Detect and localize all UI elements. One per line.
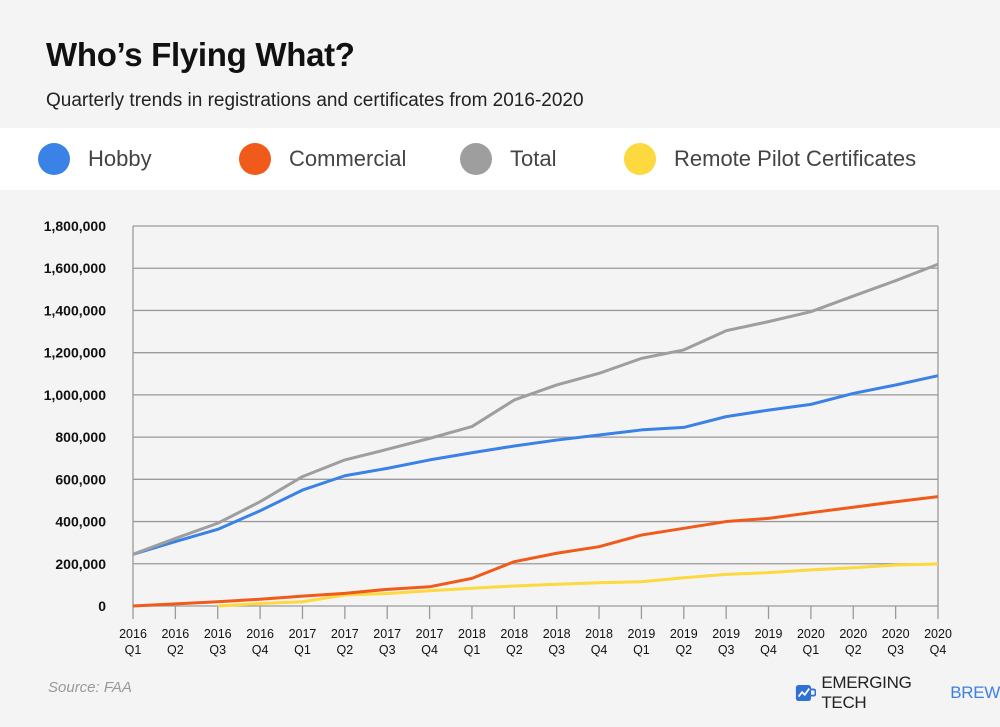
x-tick-label: 2018 Q1 xyxy=(458,627,486,657)
x-tick-label: 2019 Q3 xyxy=(712,627,740,657)
legend-item-hobby: Hobby xyxy=(38,143,152,175)
brand-accent: Brew xyxy=(950,683,1000,702)
x-tick-label: 2019 Q1 xyxy=(628,627,656,657)
series-line-commercial xyxy=(132,495,939,608)
x-tick-label: 2016 Q3 xyxy=(204,627,232,657)
legend-label: Total xyxy=(510,146,557,171)
brand-logo: Emerging Tech Brew xyxy=(795,673,1000,713)
y-tick-label: 200,000 xyxy=(55,556,106,572)
page-subtitle: Quarterly trends in registrations and ce… xyxy=(46,90,584,111)
x-tick-label: 2017 Q3 xyxy=(373,627,401,657)
y-tick-label: 600,000 xyxy=(55,471,106,487)
legend-dot-icon xyxy=(239,143,271,175)
x-tick-label: 2016 Q1 xyxy=(119,627,147,657)
x-tick-label: 2019 Q2 xyxy=(670,627,698,657)
x-tick-label: 2020 Q3 xyxy=(882,627,910,657)
y-tick-label: 1,000,000 xyxy=(44,387,106,403)
chart-legend: Hobby Commercial Total Remote Pilot Cert… xyxy=(0,128,1000,190)
mug-icon xyxy=(795,685,817,701)
y-tick-label: 1,800,000 xyxy=(44,218,106,234)
x-tick-label: 2020 Q2 xyxy=(839,627,867,657)
legend-label: Commercial xyxy=(289,146,407,171)
y-tick-label: 1,200,000 xyxy=(44,345,106,361)
legend-dot-icon xyxy=(38,143,70,175)
series-line-hobby xyxy=(132,374,939,556)
y-tick-label: 800,000 xyxy=(55,429,106,445)
x-tick-label: 2016 Q4 xyxy=(246,627,274,657)
x-tick-label: 2017 Q4 xyxy=(416,627,444,657)
x-tick-label: 2020 Q4 xyxy=(924,627,952,657)
y-tick-label: 1,600,000 xyxy=(44,260,106,276)
source-note: Source: FAA xyxy=(48,679,132,696)
x-tick-label: 2018 Q2 xyxy=(500,627,528,657)
x-tick-label: 2017 Q1 xyxy=(289,627,317,657)
x-tick-label: 2017 Q2 xyxy=(331,627,359,657)
x-tick-label: 2018 Q4 xyxy=(585,627,613,657)
legend-dot-icon xyxy=(624,143,656,175)
y-tick-label: 400,000 xyxy=(55,514,106,530)
legend-label: Hobby xyxy=(88,146,152,171)
x-tick-label: 2018 Q3 xyxy=(543,627,571,657)
page-title: Who’s Flying What? xyxy=(46,36,355,73)
x-tick-label: 2020 Q1 xyxy=(797,627,825,657)
legend-item-remote-pilot: Remote Pilot Certificates xyxy=(624,143,916,175)
brand-name: Emerging Tech xyxy=(821,673,912,712)
x-tick-label: 2019 Q4 xyxy=(755,627,783,657)
series-line-total xyxy=(132,262,939,556)
x-tick-label: 2016 Q2 xyxy=(161,627,189,657)
y-tick-label: 0 xyxy=(98,598,106,614)
y-tick-label: 1,400,000 xyxy=(44,302,106,318)
series-line-remote-pilot-certificates xyxy=(217,562,939,608)
legend-item-commercial: Commercial xyxy=(239,143,406,175)
legend-label: Remote Pilot Certificates xyxy=(674,146,917,171)
legend-dot-icon xyxy=(460,143,492,175)
legend-item-total: Total xyxy=(460,143,556,175)
